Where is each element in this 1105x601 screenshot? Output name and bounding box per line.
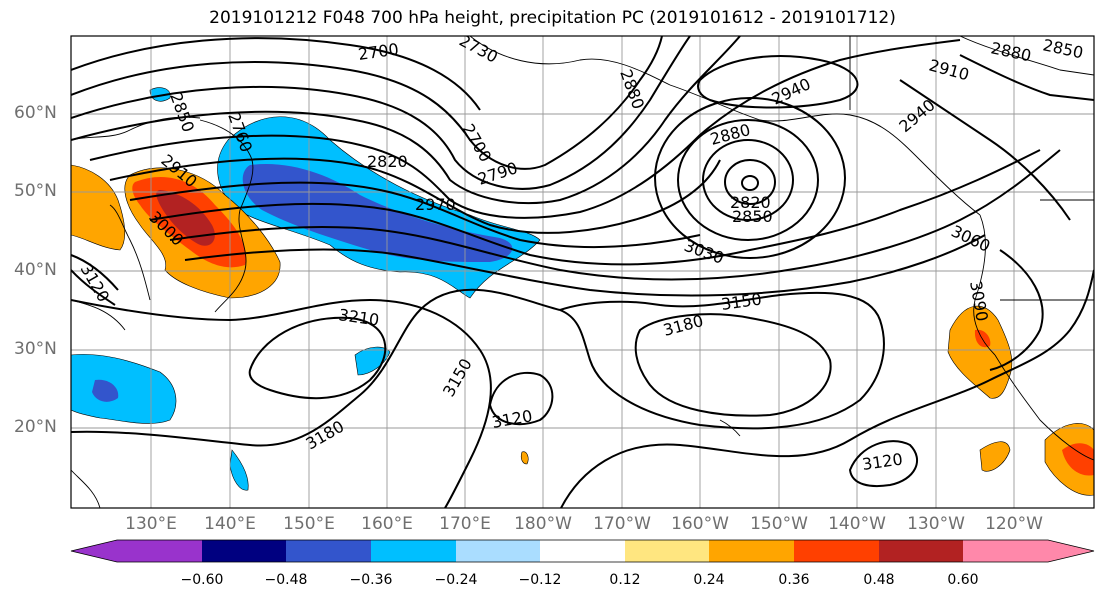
colorbar-segment — [794, 540, 879, 562]
colorbar-segment — [879, 540, 963, 562]
map-title: 2019101212 F048 700 hPa height, precipit… — [209, 8, 896, 28]
colorbar-tick-label: 0.36 — [778, 572, 810, 588]
lon-label: 140°E — [204, 514, 256, 534]
colorbar-segment — [117, 540, 202, 562]
contour-label: 2820 — [730, 193, 771, 212]
colorbar-tick-label: −0.12 — [518, 572, 562, 588]
lat-label: 30°N — [14, 339, 57, 359]
lon-label: 170°W — [593, 514, 651, 534]
colorbar-segment — [202, 540, 286, 562]
colorbar-tick-label: −0.36 — [349, 572, 393, 588]
colorbar-segment — [371, 540, 456, 562]
precip-area-negative-northwest — [149, 87, 171, 102]
lon-label: 180°W — [514, 514, 572, 534]
lon-label: 150°W — [750, 514, 808, 534]
colorbar — [70, 539, 1095, 563]
colorbar-segment — [963, 540, 1048, 562]
lat-label: 50°N — [14, 181, 57, 201]
colorbar-tick-label: −0.48 — [264, 572, 308, 588]
lon-label: 160°W — [671, 514, 729, 534]
lon-label: 120°W — [985, 514, 1043, 534]
lat-label: 60°N — [14, 103, 57, 123]
precip-area-positive-southeast-core — [1062, 443, 1094, 476]
colorbar-tick-label: 0.60 — [947, 572, 979, 588]
lat-label: 40°N — [14, 260, 57, 280]
lon-label: 160°E — [361, 514, 413, 534]
colorbar-segment — [625, 540, 709, 562]
colorbar-arrow-right — [1048, 540, 1094, 562]
colorbar-tick-label: −0.60 — [180, 572, 224, 588]
lon-label: 150°E — [283, 514, 335, 534]
precip-area-positive-california — [947, 305, 1013, 399]
precip-area-positive-japan-peak — [156, 190, 215, 246]
precip-area-positive-california-core — [974, 329, 991, 348]
colorbar-outline — [70, 539, 1095, 563]
colorbar-segment — [540, 540, 625, 562]
precip-area-negative-small-1 — [354, 346, 391, 376]
lat-label: 20°N — [14, 417, 57, 437]
lon-label: 130°W — [907, 514, 965, 534]
colorbar-tick-label: 0.48 — [863, 572, 895, 588]
precip-area-positive-hawaii-east — [979, 441, 1011, 472]
colorbar-segment — [709, 540, 794, 562]
precip-area-positive-small — [520, 451, 529, 465]
colorbar-tick-label: 0.12 — [609, 572, 641, 588]
colorbar-arrow-left — [71, 540, 117, 562]
contour-labels: 2700 2730 2760 2790 2820 2850 2880 2910 … — [77, 36, 1085, 474]
lon-label: 130°E — [125, 514, 177, 534]
precip-area-negative-core — [242, 164, 513, 262]
lon-label: 140°W — [828, 514, 886, 534]
precip-shading — [71, 87, 1094, 496]
contour-label: 2820 — [367, 152, 408, 171]
precip-area-negative-southwest-core — [92, 379, 119, 402]
height-contours — [71, 36, 1094, 508]
colorbar-tick-label: −0.24 — [434, 572, 478, 588]
colorbar-segment — [456, 540, 540, 562]
contour-label: 2970 — [415, 195, 456, 214]
graticule — [71, 36, 1094, 508]
map-frame — [70, 35, 1095, 509]
precip-area-negative-southwest — [71, 354, 177, 424]
colorbar-segment — [286, 540, 371, 562]
colorbar-tick-label: 0.24 — [693, 572, 725, 588]
lon-label: 170°E — [439, 514, 491, 534]
contour-label: 2850 — [732, 207, 773, 226]
precip-area-negative-small-2 — [229, 449, 249, 491]
